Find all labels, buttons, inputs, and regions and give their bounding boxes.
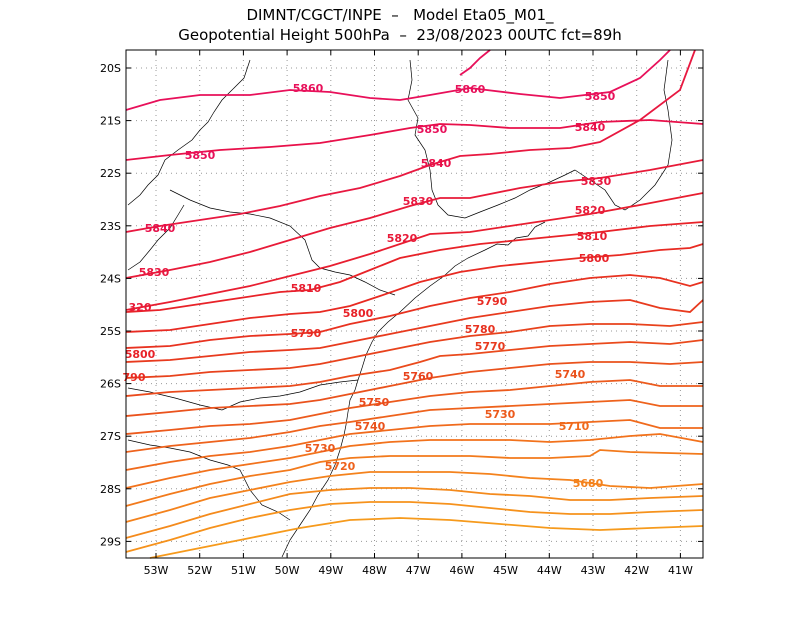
lon-tick-label: 50W [275, 564, 300, 577]
state-border-sp-mg-east [407, 59, 576, 219]
contour-label: 5800 [343, 307, 374, 320]
contour-5690 [125, 449, 704, 507]
lon-tick-label: 48W [362, 564, 387, 577]
contour-label: 5770 [475, 340, 506, 353]
contour-5670 [125, 487, 704, 539]
contour-label: 5780 [465, 323, 496, 336]
contour-5800 [125, 221, 704, 313]
lat-tick-label: 23S [100, 220, 121, 233]
contour-label: 5710 [559, 420, 590, 433]
contour-label: 5850 [585, 90, 616, 103]
lon-tick-label: 42W [624, 564, 649, 577]
contour-5700 [125, 433, 704, 489]
lon-tick-label: 46W [449, 564, 474, 577]
contour-label: 320 [129, 301, 152, 314]
contour-label: 5790 [477, 295, 508, 308]
contour-label: 5860 [455, 83, 486, 96]
contour-5650 [149, 517, 704, 559]
lon-tick-label: 43W [581, 564, 606, 577]
coastline-and-borders [127, 59, 673, 558]
contour-5820 [125, 159, 704, 279]
contour-label: 5750 [359, 396, 390, 409]
contour-label: 5740 [555, 368, 586, 381]
state-border-sc-rs [127, 439, 291, 521]
contour-label: 5830 [403, 195, 434, 208]
contour-label: 5680 [573, 477, 604, 490]
contour-5730 [125, 379, 703, 435]
lat-tick-label: 20S [100, 62, 121, 75]
contour-5830 [125, 49, 696, 233]
contour-label: 5740 [355, 420, 386, 433]
lat-tick-label: 26S [100, 378, 121, 391]
contour-label: 5840 [145, 222, 176, 235]
map-frame [125, 49, 704, 559]
contour-5840 [125, 119, 704, 161]
contour-label: 5800 [579, 252, 610, 265]
contour-label: 5790 [291, 327, 322, 340]
contour-5860 [459, 49, 491, 76]
lat-tick-label: 27S [100, 430, 121, 443]
contour-label: 790 [123, 371, 146, 384]
state-border-rj-mg [574, 59, 673, 211]
coastline [281, 221, 546, 558]
contour-label: 5830 [581, 175, 612, 188]
contour-label: 5830 [139, 266, 170, 279]
lon-tick-label: 45W [493, 564, 518, 577]
lon-tick-label: 49W [318, 564, 343, 577]
lon-tick-label: 44W [537, 564, 562, 577]
lat-tick-label: 22S [100, 167, 121, 180]
lat-tick-label: 21S [100, 115, 121, 128]
contour-lines [125, 49, 704, 559]
contour-label: 5840 [421, 157, 452, 170]
contour-label: 5810 [291, 282, 322, 295]
contour-label: 5800 [125, 348, 156, 361]
lat-tick-label: 28S [100, 483, 121, 496]
lon-tick-label: 53W [144, 564, 169, 577]
lon-tick-label: 41W [668, 564, 693, 577]
map-gridlines [126, 50, 703, 558]
contour-5750 [125, 339, 704, 397]
lon-tick-label: 52W [187, 564, 212, 577]
contour-5850 [125, 49, 671, 111]
contour-label: 5840 [575, 121, 606, 134]
contour-5810 [125, 192, 704, 311]
lon-tick-label: 51W [231, 564, 256, 577]
contour-label: 5760 [403, 370, 434, 383]
contour-5660 [125, 501, 704, 553]
contour-5780 [125, 274, 704, 349]
contour-label: 5850 [185, 149, 216, 162]
lat-tick-label: 29S [100, 535, 121, 548]
contour-5710 [125, 419, 703, 471]
state-border-pr-sp [169, 189, 396, 296]
contour-label: 5730 [305, 442, 336, 455]
contour-label: 5730 [485, 408, 516, 421]
contour-label: 5820 [575, 204, 606, 217]
lon-tick-label: 47W [406, 564, 431, 577]
contour-5720 [125, 399, 703, 453]
contour-5740 [125, 361, 704, 417]
axis-ticks: 20S 21S 22S 23S 24S 25S 26S 27S 28S 29S 53W 52W 51W 5… [100, 50, 703, 577]
state-border-pr-sc [127, 379, 359, 411]
contour-5760 [125, 321, 704, 379]
state-border-ms-pr [127, 204, 185, 271]
contour-label: 5820 [387, 232, 418, 245]
lat-tick-label: 24S [100, 272, 121, 285]
contour-5680 [125, 471, 704, 523]
map-title-line1: DIMNT/CGCT/INPE – Model Eta05_M01_ [246, 6, 554, 24]
contour-label: 5860 [293, 82, 324, 95]
lat-tick-label: 25S [100, 325, 121, 338]
contour-label: 5850 [417, 123, 448, 136]
map-title-line2: Geopotential Height 500hPa – 23/08/2023 … [178, 26, 622, 44]
contour-label: 5810 [577, 230, 608, 243]
state-border-mg-sp [127, 59, 251, 206]
contour-5790 [125, 243, 704, 333]
contour-5770 [125, 299, 704, 363]
contour-label: 5720 [325, 460, 356, 473]
contour-labels: 5860 5860 5850 5850 5850 5840 5840 5840 5830 5830… [123, 82, 616, 490]
